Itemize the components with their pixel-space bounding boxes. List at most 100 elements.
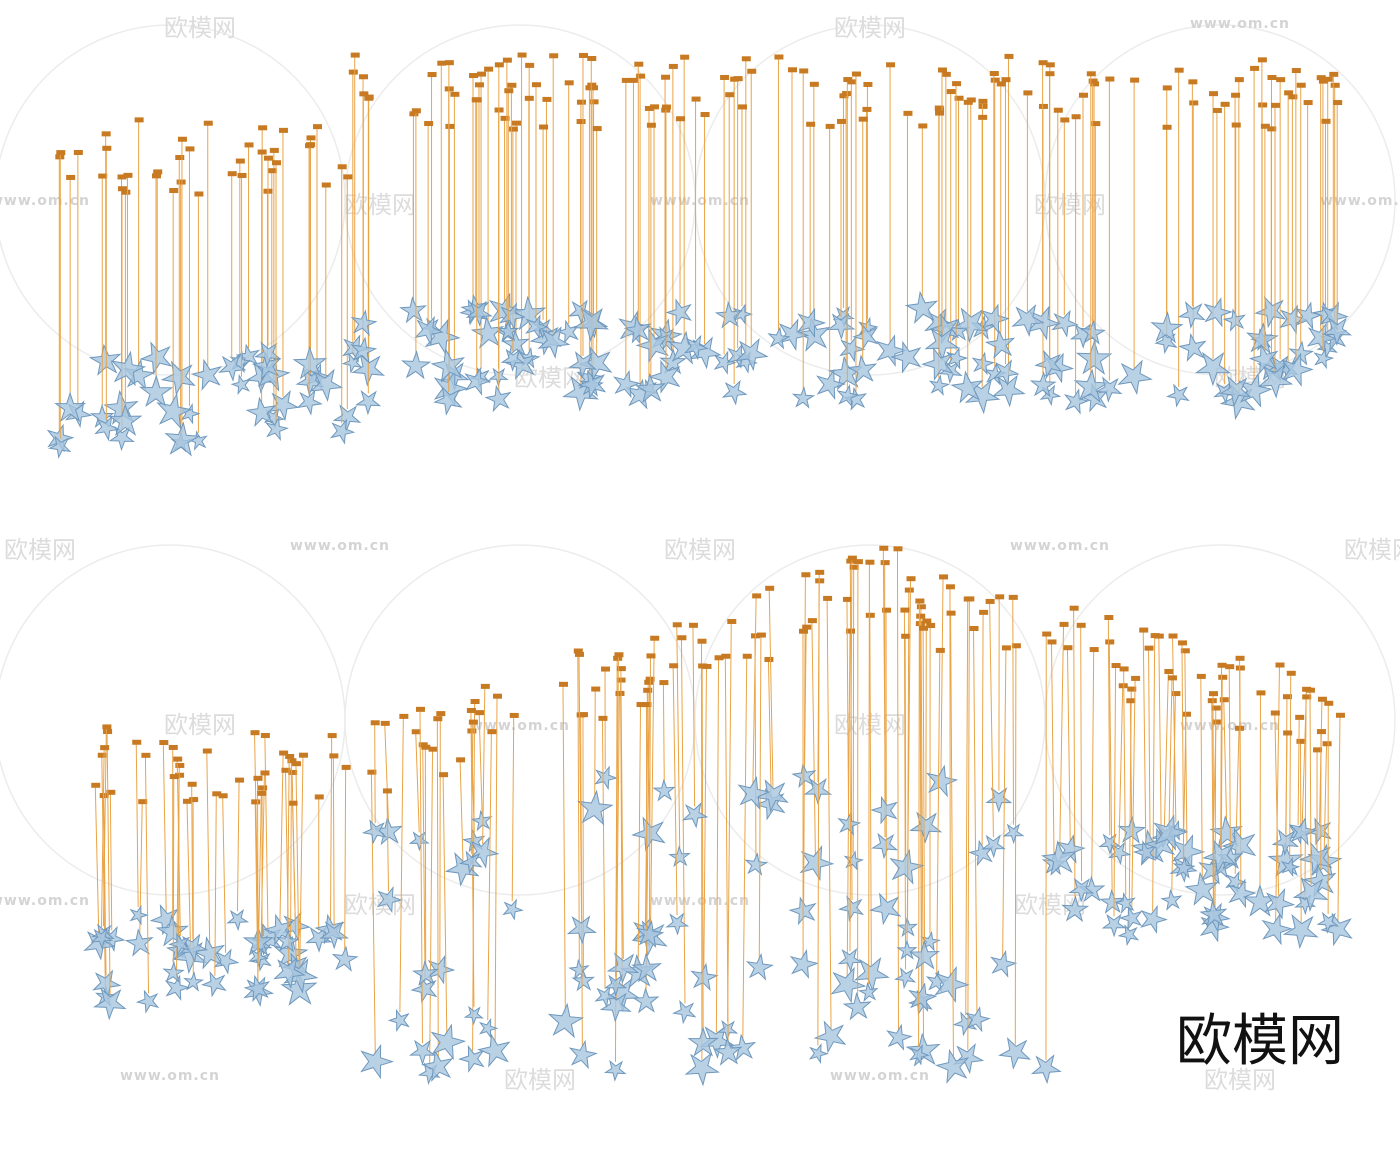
starfish [816,368,847,401]
rod-cap [669,663,679,669]
starfish [1221,827,1257,864]
watermark-brand: 欧模网 [164,711,236,739]
rod-cap [175,762,185,768]
rod-cap [409,111,419,117]
rod-cap [1302,694,1312,700]
rod-cap [91,782,101,788]
starfish [578,346,613,382]
rod-cap [642,702,652,708]
rod-cap [576,99,586,105]
starfish [1075,339,1113,375]
rod-cap [411,108,421,114]
starfish [226,909,250,932]
rod-cap [466,707,476,713]
rod-cap [636,73,646,79]
starfish [414,315,444,346]
rod-cap [1217,662,1227,668]
rod-cap [1270,102,1280,108]
rod-cap [507,82,517,88]
starfish [296,389,323,416]
starfish [108,403,143,437]
rod-cap [182,798,192,804]
rod-cap [141,752,151,758]
starfish [613,369,641,399]
starfish [603,974,628,997]
rod [186,801,192,948]
rod-cap [257,790,267,796]
rod-cap [1177,640,1187,646]
rod-cap [837,118,847,124]
rod-cap [306,135,316,141]
rod-cap [1127,686,1137,692]
rod-cap [492,693,502,699]
rod-cap [185,146,195,152]
starfish [164,974,191,1001]
rod-cap [1086,71,1096,77]
rod-cap [424,121,434,127]
rod-cap [549,53,559,59]
rod-cap [698,663,708,669]
rod-cap [138,799,148,805]
rod-cap [428,746,438,752]
starfish [1030,1054,1062,1085]
rod [422,745,426,982]
rod [1168,678,1173,825]
rod-cap [573,648,583,654]
starfish [837,948,863,973]
starfish [921,346,954,381]
watermark-site: www.om.cn [830,1068,930,1084]
starfish [909,1044,930,1066]
rod [494,696,498,1043]
rod [1275,665,1281,922]
rod-cap [212,791,222,797]
starfish [1282,914,1319,950]
rod-cap [1258,102,1268,108]
rod-cap [747,68,757,74]
rod-cap [578,52,588,58]
rod-cap [672,622,682,628]
rod-cap [444,60,454,66]
starfish [721,379,748,406]
rod [176,759,181,937]
rod-cap [1180,648,1190,654]
rod-cap [853,559,863,565]
rod-cap [487,729,497,735]
rod [1309,690,1312,886]
rod-cap [979,609,989,615]
rod-cap [218,793,228,799]
rod-cap [1329,71,1339,77]
rod-cap [863,81,873,87]
rod-cap [592,126,602,132]
rod-cap [285,754,295,760]
rod-cap [1001,77,1011,83]
rod-cap [66,174,76,180]
starfish [1292,877,1329,913]
starfish [1034,349,1063,380]
rod-cap [244,142,254,148]
starfish [577,789,614,826]
rod-cap [539,124,549,130]
rod [950,613,954,1059]
rod [906,579,912,943]
rod-cap [367,769,377,775]
starfish [1320,912,1353,947]
starfish [484,384,512,413]
starfish [577,369,607,400]
starfish [875,334,908,367]
rod-cap [287,758,297,764]
rod-cap [1335,712,1345,718]
starfish [183,971,205,992]
rod-cap [1305,687,1315,693]
starfish [54,391,87,422]
starfish [110,350,147,387]
rod-cap [470,698,480,704]
rod-cap [1231,92,1241,98]
starfish [1051,309,1080,338]
starfish [1073,368,1109,404]
rod-cap [916,613,926,619]
rod-cap [882,607,892,613]
starfish [48,435,72,459]
rod [295,764,300,982]
rod-cap [636,702,646,708]
starfish [1011,304,1045,338]
